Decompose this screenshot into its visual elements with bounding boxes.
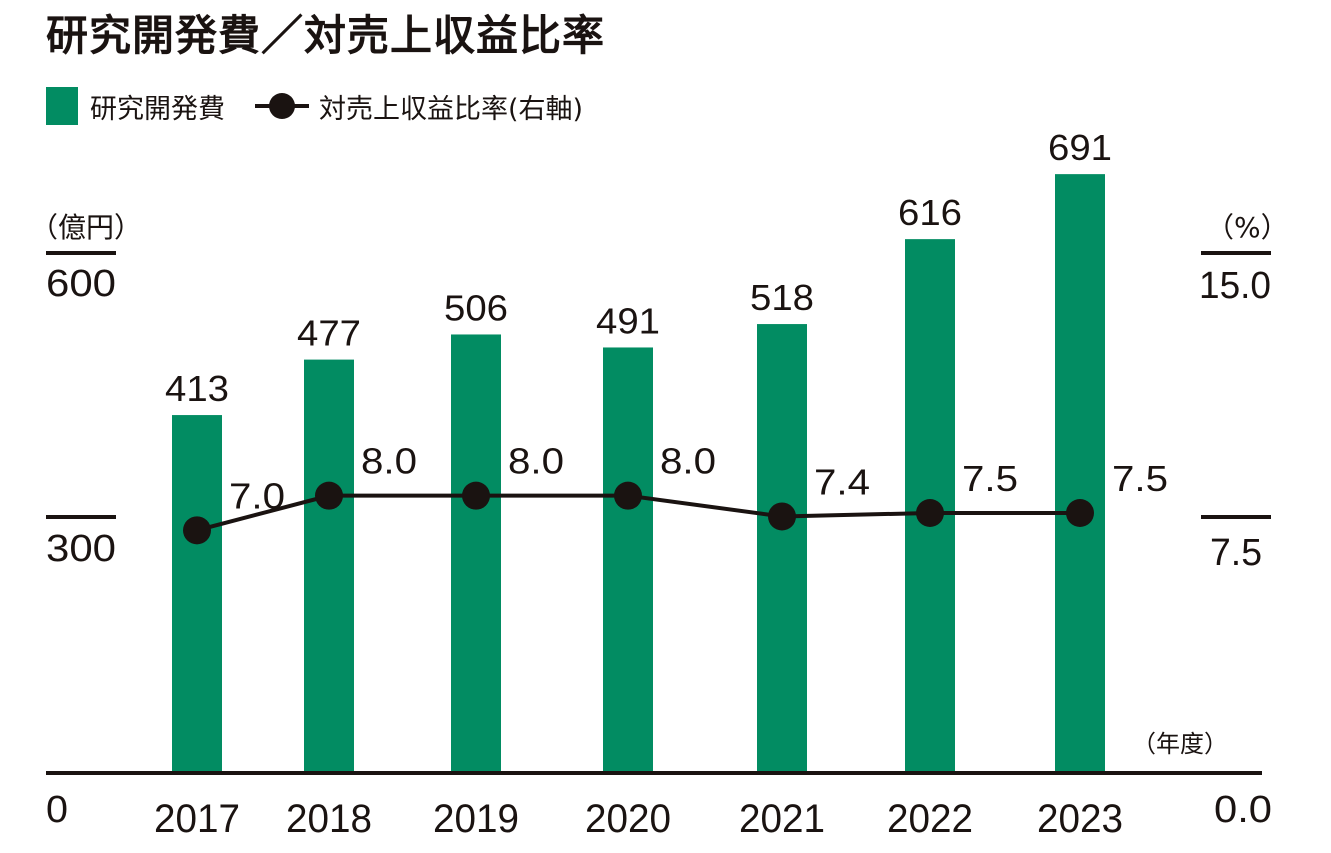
ratio-value-label: 8.0 [508, 441, 564, 482]
ratio-value-label: 7.0 [229, 475, 285, 516]
bar-value-label: 616 [898, 192, 962, 233]
bar-value-label: 491 [596, 300, 660, 341]
right-tick-label: 7.5 [1210, 532, 1262, 574]
x-tick-label: 2018 [286, 797, 372, 841]
right-tick-line-7-5 [1201, 515, 1271, 519]
bar-value-label: 518 [750, 277, 814, 318]
left-axis-unit: （億円） [30, 211, 142, 244]
bar-2020 [603, 347, 653, 773]
bar-2017 [172, 415, 222, 773]
ratio-value-label: 7.5 [1112, 458, 1168, 499]
ratio-value-label: 7.5 [962, 458, 1018, 499]
left-tick-label: 600 [46, 263, 116, 305]
left-tick-line-300 [46, 515, 116, 519]
left-tick-label: 300 [46, 528, 116, 570]
green-square-icon [46, 87, 78, 125]
ratio-marker-2020 [614, 481, 642, 510]
right-axis-unit: （%） [1206, 211, 1289, 244]
ratio-marker-2021 [768, 502, 796, 531]
ratio-marker-2023 [1066, 499, 1094, 527]
bar-value-label: 506 [444, 287, 508, 328]
x-tick-label: 2017 [154, 797, 240, 841]
ratio-marker-2017 [183, 516, 211, 545]
legend-bar-label: 研究開発費 [90, 93, 225, 125]
right-tick-label: 0.0 [1214, 789, 1272, 831]
bar-2018 [304, 359, 354, 773]
ratio-value-label: 8.0 [361, 441, 417, 482]
bar-2023 [1055, 174, 1105, 774]
bar-2021 [757, 324, 807, 773]
bar-2019 [451, 334, 501, 773]
bar-value-label: 413 [165, 368, 229, 409]
line-dot-icon [255, 91, 309, 121]
legend: 研究開発費 対売上収益比率(右軸) [46, 86, 583, 126]
right-tick-line-15 [1201, 251, 1271, 255]
x-tick-label: 2022 [887, 797, 973, 841]
left-tick-line-600 [46, 251, 116, 255]
ratio-marker-2018 [315, 481, 343, 510]
bar-value-label: 691 [1048, 127, 1112, 168]
x-axis-line [46, 771, 1262, 775]
ratio-marker-2022 [916, 499, 944, 527]
x-tick-label: 2023 [1037, 797, 1123, 841]
legend-line-label: 対売上収益比率(右軸) [319, 93, 584, 125]
left-tick-label: 0 [46, 789, 68, 831]
x-tick-label: 2021 [739, 797, 825, 841]
x-tick-label: 2019 [433, 797, 519, 841]
ratio-marker-2019 [462, 481, 490, 510]
right-tick-label: 15.0 [1199, 265, 1271, 307]
x-tick-label: 2020 [585, 797, 671, 841]
x-axis-unit: （年度） [1132, 730, 1228, 758]
bar-value-label: 477 [297, 313, 361, 354]
chart-title: 研究開発費／対売上収益比率 [46, 11, 606, 60]
ratio-value-label: 8.0 [660, 441, 716, 482]
ratio-value-label: 7.4 [814, 461, 870, 502]
